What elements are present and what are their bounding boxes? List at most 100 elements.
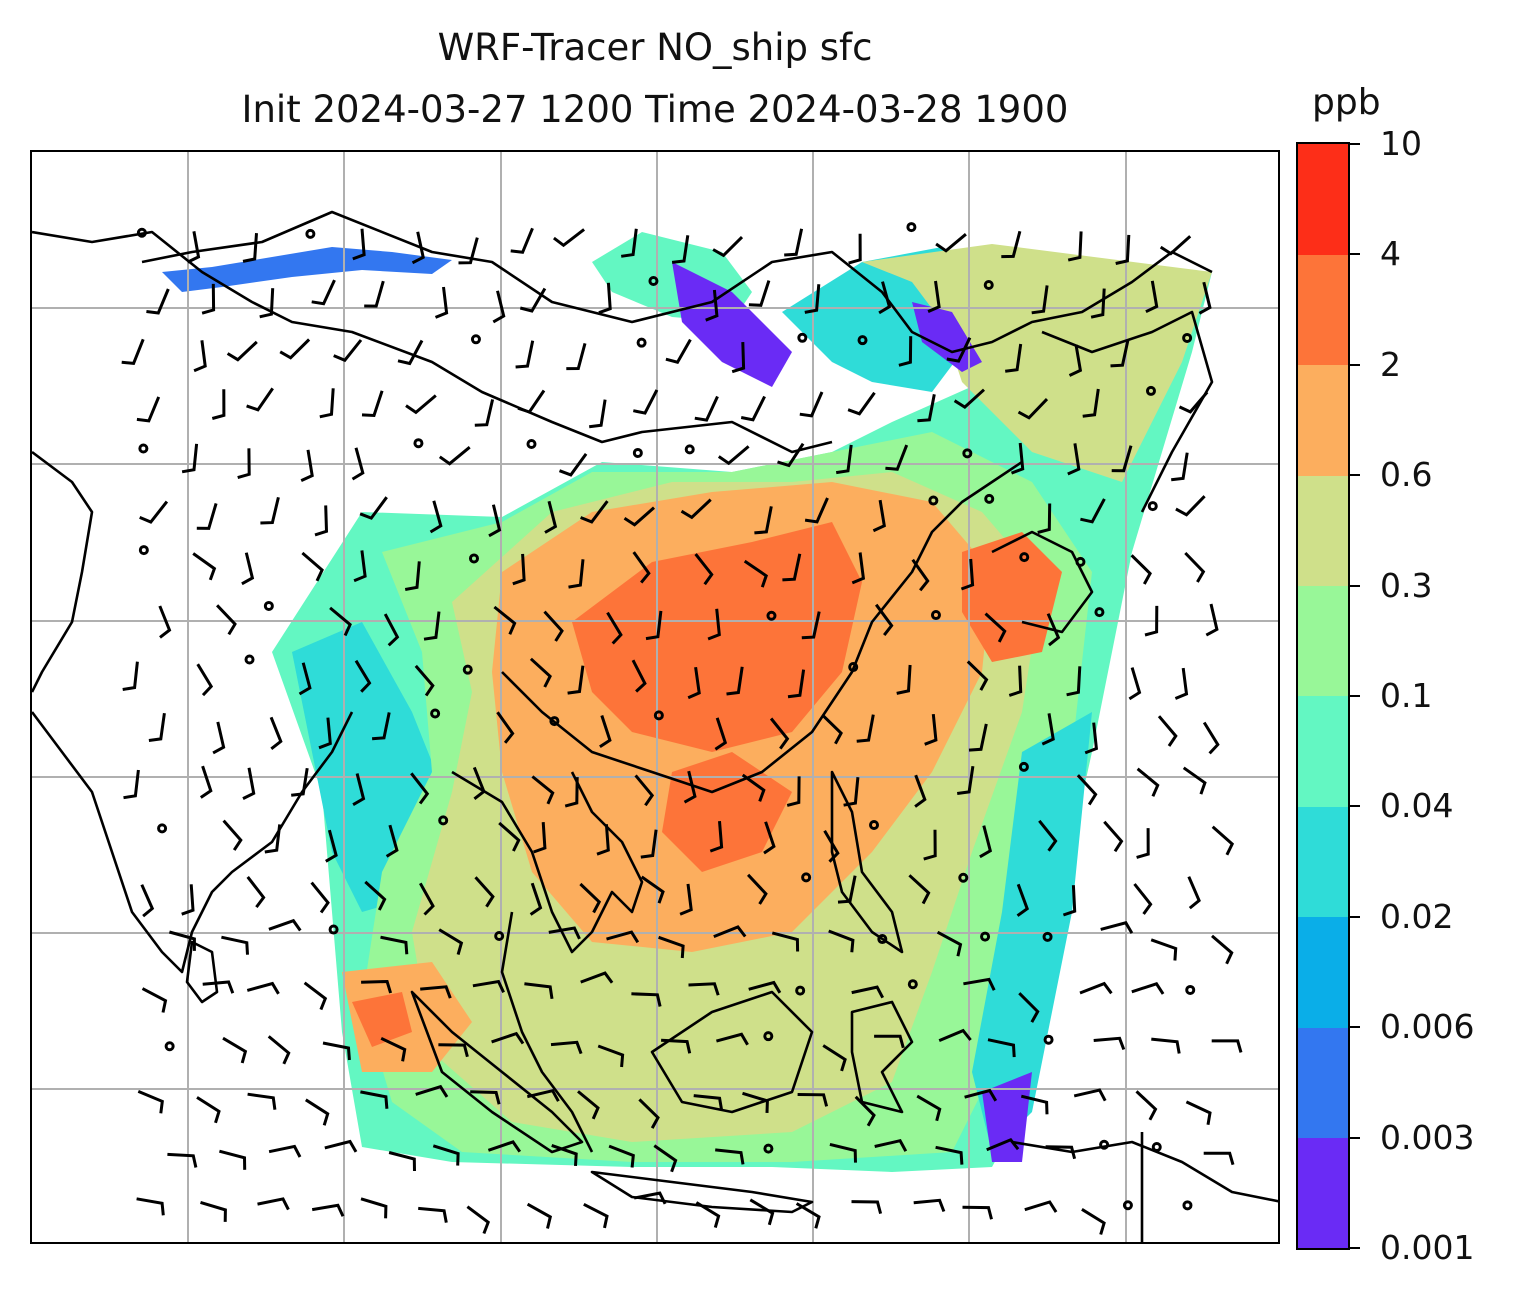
wind-barb (352, 773, 366, 806)
wind-barb (221, 935, 249, 955)
wind-barb (1145, 280, 1159, 314)
wind-barb (385, 824, 399, 858)
wind-barb (1136, 767, 1160, 797)
wind-barb (136, 1197, 165, 1216)
calm-wind-marker (1182, 1200, 1193, 1211)
calm-wind-marker (1042, 931, 1053, 942)
wind-barb (222, 819, 243, 851)
wind-barb (429, 500, 443, 534)
wind-barb (510, 227, 534, 254)
wind-barb (1018, 992, 1040, 1023)
wind-barb (199, 765, 213, 799)
wind-barb (415, 1084, 449, 1098)
wind-barb (474, 876, 495, 908)
wind-barb (260, 496, 280, 525)
wind-barb (311, 1203, 345, 1217)
wind-barb (687, 666, 701, 700)
wind-barb (1066, 666, 1082, 697)
wind-barb (631, 992, 662, 1007)
wind-barb (712, 236, 744, 258)
wind-barb (257, 1197, 290, 1211)
wind-barb (957, 765, 975, 795)
wind-barb (359, 496, 388, 520)
wind-barb (874, 1138, 908, 1152)
wind-barb (743, 559, 768, 588)
wind-barb (620, 228, 638, 258)
colorbar-tick (1350, 1026, 1360, 1029)
wind-barb (1008, 665, 1023, 697)
colorbar-segment (1298, 1027, 1348, 1139)
wind-barb (580, 971, 614, 984)
wind-barb (1211, 825, 1235, 856)
wind-barb (665, 338, 692, 364)
wind-barb (322, 1041, 351, 1061)
wind-barb (1185, 1100, 1212, 1125)
wind-barb (804, 497, 829, 524)
wind-barb (801, 611, 821, 640)
wind-barb (851, 552, 866, 585)
wind-barb (301, 551, 324, 582)
calm-wind-marker (438, 815, 449, 826)
calm-wind-marker (305, 228, 316, 239)
coast-indochina (451, 770, 644, 1153)
wind-barb (914, 774, 927, 808)
wind-barb (688, 982, 720, 996)
wind-barb (787, 669, 806, 699)
wind-barb (397, 339, 424, 366)
wind-barb (383, 613, 400, 647)
calm-wind-marker (1099, 1139, 1110, 1150)
wind-barb (550, 1040, 583, 1055)
calm-wind-marker (328, 924, 339, 935)
calm-wind-marker (462, 664, 473, 675)
colorbar-segment (1298, 1137, 1348, 1249)
wind-barb (1144, 605, 1159, 637)
wind-barb (1080, 498, 1106, 524)
wind-barb (529, 882, 543, 916)
colorbar-tick-label: 4 (1380, 234, 1401, 274)
wind-barb (799, 391, 824, 418)
wind-barb (492, 290, 506, 324)
wind-barb (558, 453, 588, 477)
wind-barb (1090, 288, 1106, 319)
wind-barb (661, 1038, 692, 1054)
wind-barb (566, 343, 587, 371)
wind-barb (531, 775, 555, 805)
wind-barb (634, 774, 655, 807)
wind-barb (1038, 819, 1058, 852)
wind-barb (1082, 388, 1100, 418)
wind-barb (1010, 442, 1025, 475)
calm-wind-marker (263, 600, 274, 611)
wind-barb (923, 829, 937, 861)
wind-barb (695, 1201, 721, 1229)
wind-barb (141, 987, 168, 1013)
wind-barb (361, 979, 393, 994)
wind-barb (984, 612, 1007, 643)
wind-barb (1076, 774, 1098, 806)
wind-barb (843, 777, 860, 807)
border-mongolia (141, 210, 1213, 354)
wind-barb (212, 721, 226, 755)
wind-barb (1205, 603, 1219, 637)
wind-barb (237, 448, 251, 480)
wind-barb (896, 664, 912, 695)
wind-barb (837, 875, 857, 904)
wind-barb (405, 394, 437, 415)
wind-barb (351, 447, 365, 481)
wind-barb (742, 1091, 769, 1113)
wind-barb (352, 228, 366, 261)
wind-barb (847, 391, 876, 416)
calm-wind-marker (164, 1041, 175, 1052)
wind-barb (242, 767, 256, 800)
wind-barb (222, 1036, 248, 1064)
calm-wind-marker (763, 1031, 774, 1042)
calm-wind-marker (958, 872, 969, 883)
wind-barb (1187, 876, 1201, 910)
wind-barb (1024, 1200, 1058, 1213)
colorbar-tick (1350, 143, 1360, 145)
wind-barb (986, 1137, 1020, 1152)
wind-barb (247, 1092, 277, 1110)
wind-barb (564, 777, 579, 808)
calm-wind-marker (430, 708, 441, 719)
calm-wind-marker (1151, 1142, 1162, 1153)
wind-barb (519, 287, 547, 313)
